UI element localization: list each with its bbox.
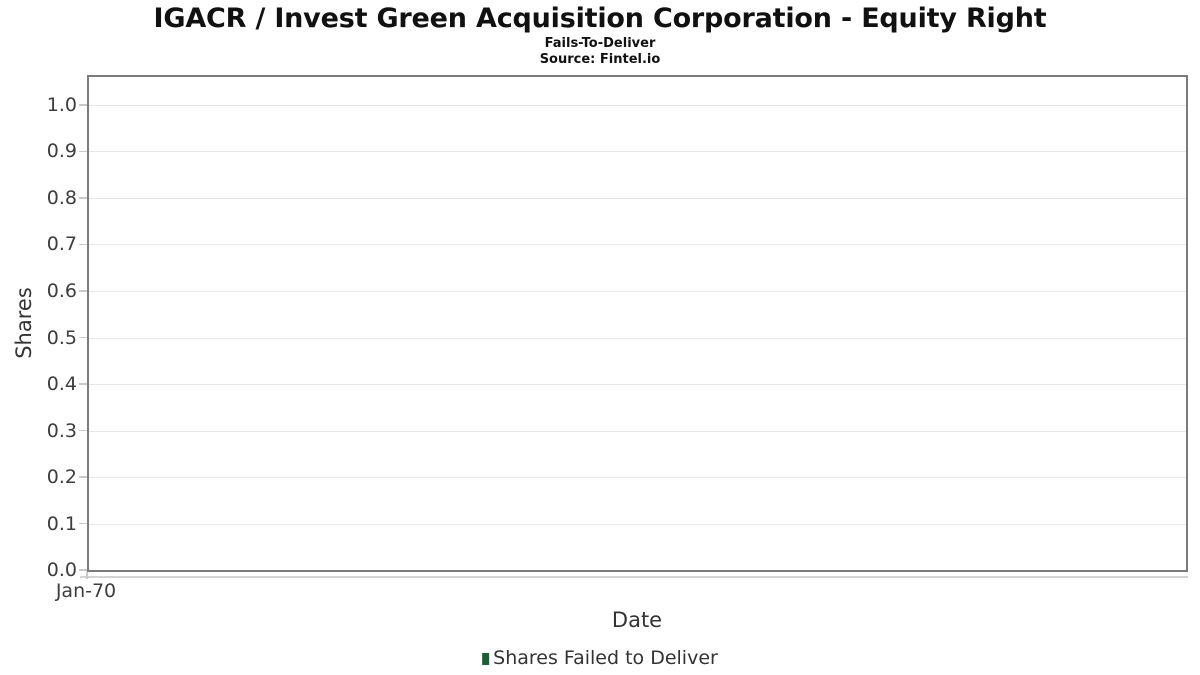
legend-series-marker-icon — [482, 652, 490, 665]
y-gridline — [89, 337, 1186, 339]
y-gridline — [89, 290, 1186, 292]
y-tick-mark — [79, 383, 87, 385]
y-tick-label: 0.4 — [46, 373, 77, 395]
x-tick-label: Jan-70 — [55, 580, 117, 602]
y-tick-label: 0.3 — [46, 419, 77, 442]
y-tick-mark — [79, 197, 87, 199]
y-gridline — [89, 477, 1186, 478]
chart-subtitle: Fails-To-Deliver — [544, 36, 656, 51]
y-tick-mark — [79, 569, 87, 571]
x-axis-title: Date — [611, 608, 663, 632]
y-tick-label: 0.0 — [46, 559, 77, 581]
y-gridline — [89, 197, 1186, 199]
y-gridline — [89, 151, 1186, 153]
y-gridline — [89, 244, 1186, 246]
y-tick-mark — [79, 290, 87, 292]
y-tick-mark — [79, 429, 87, 432]
y-gridline — [89, 104, 1186, 106]
y-tick-label: 1.0 — [46, 93, 77, 116]
y-tick-mark — [79, 476, 87, 478]
x-tick-mark — [86, 572, 88, 579]
y-gridline — [89, 384, 1186, 385]
y-tick-label: 0.9 — [46, 140, 77, 163]
y-tick-label: 0.2 — [46, 466, 77, 488]
y-tick-label: 0.7 — [46, 233, 77, 256]
y-tick-label: 0.1 — [46, 512, 77, 535]
legend: Shares Failed to Deliver — [482, 647, 718, 669]
y-tick-mark — [79, 336, 87, 339]
y-tick-mark — [79, 104, 87, 106]
y-tick-label: 0.8 — [46, 186, 77, 209]
x-axis-line — [80, 576, 1188, 578]
plot-area — [87, 75, 1188, 572]
y-tick-mark — [79, 522, 87, 525]
y-gridline — [89, 430, 1186, 432]
legend-series-label[interactable]: Shares Failed to Deliver — [493, 647, 718, 669]
y-tick-mark — [79, 243, 87, 246]
y-tick-label: 0.5 — [46, 326, 77, 349]
y-gridline — [89, 523, 1186, 525]
y-tick-mark — [79, 150, 87, 153]
chart-source-note: Source: Fintel.io — [539, 52, 661, 67]
y-tick-label: 0.6 — [46, 279, 77, 302]
chart-title: IGACR / Invest Green Acquisition Corpora… — [153, 3, 1047, 34]
